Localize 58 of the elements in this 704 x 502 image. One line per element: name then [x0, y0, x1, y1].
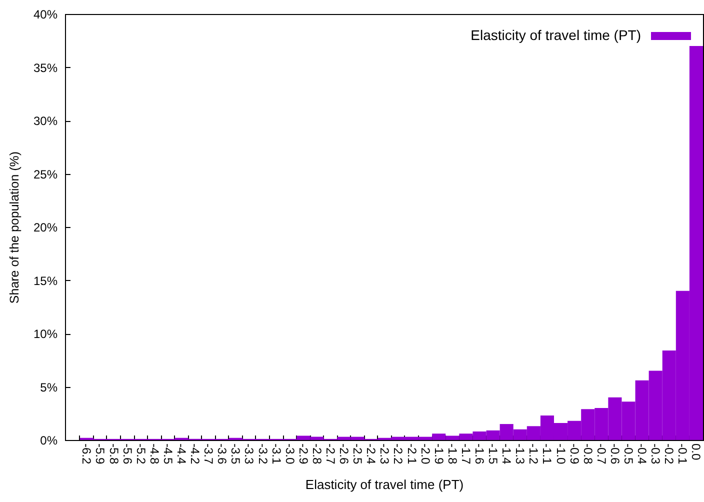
x-tick-label: -2.3: [378, 444, 392, 465]
x-tick-label: -1.8: [445, 444, 460, 465]
x-tick-label: -3.3: [242, 444, 256, 465]
y-tick-label: 10%: [33, 327, 58, 341]
x-tick-label: -1.1: [540, 444, 554, 465]
x-tick-label: -5.2: [134, 444, 148, 465]
x-tick-label: -2.7: [323, 444, 338, 465]
x-tick-label: -1.6: [472, 444, 486, 465]
x-tick-label: -2.1: [404, 444, 419, 465]
y-tick-label: 5%: [40, 380, 58, 394]
x-tick-label: -2.6: [337, 444, 352, 465]
x-tick-label: -0.1: [676, 444, 690, 465]
x-tick-label: -1.9: [432, 444, 446, 465]
x-tick-label: -2.2: [391, 444, 406, 465]
x-tick-label: -0.5: [622, 444, 636, 465]
y-tick-label: 15%: [33, 274, 58, 288]
x-tick-label: -6.2: [80, 444, 94, 465]
y-axis-title: Share of the population (%): [7, 151, 22, 304]
x-tick-label: -4.4: [174, 444, 188, 465]
legend-label: Elasticity of travel time (PT): [470, 27, 641, 43]
x-tick-label: -4.5: [160, 444, 175, 465]
x-tick-label: -1.4: [500, 444, 514, 465]
y-tick-label: 40%: [33, 8, 58, 22]
x-tick-label: -5.8: [106, 444, 121, 465]
x-tick-label: -3.2: [256, 444, 270, 465]
x-tick-label: -5.6: [120, 444, 134, 465]
x-tick-label: -2.0: [418, 444, 432, 465]
x-tick-label: -3.0: [282, 444, 297, 465]
x-tick-label: -3.6: [215, 444, 230, 465]
x-tick-label: -2.5: [350, 444, 365, 465]
x-axis-title: Elasticity of travel time (PT): [305, 477, 464, 492]
x-tick-label: -3.1: [269, 444, 284, 465]
y-tick-label: 35%: [33, 60, 58, 75]
x-tick-label: -3.7: [202, 444, 216, 465]
x-tick-label: -5.9: [93, 444, 108, 465]
x-tick-label: -2.9: [296, 444, 310, 465]
x-tick-label: 0.0: [689, 444, 704, 461]
x-tick-label: -0.3: [648, 444, 663, 465]
x-tick-label: -0.6: [608, 444, 622, 465]
x-tick-label: -1.7: [458, 444, 473, 465]
x-tick-label: -2.8: [310, 444, 324, 465]
x-tick-label: -1.0: [554, 444, 568, 465]
x-tick-label: -0.2: [662, 444, 676, 465]
x-tick-label: -1.3: [513, 444, 528, 465]
y-tick-label: 25%: [33, 167, 58, 182]
x-tick-label: -4.8: [147, 444, 162, 465]
x-tick-label: -0.7: [594, 444, 608, 465]
x-tick-label: -1.2: [526, 444, 541, 465]
y-tick-label: 30%: [33, 114, 58, 128]
x-tick-label: -4.2: [188, 444, 202, 465]
x-tick-label: -0.8: [580, 444, 595, 465]
x-tick-label: -1.5: [486, 444, 500, 465]
x-tick-label: -0.9: [567, 444, 582, 465]
x-tick-label: -3.5: [228, 444, 243, 465]
x-tick-label: -2.4: [364, 444, 378, 465]
y-tick-label: 20%: [33, 220, 58, 234]
x-tick-label: -0.4: [635, 444, 650, 465]
y-tick-label: 0%: [40, 434, 58, 448]
